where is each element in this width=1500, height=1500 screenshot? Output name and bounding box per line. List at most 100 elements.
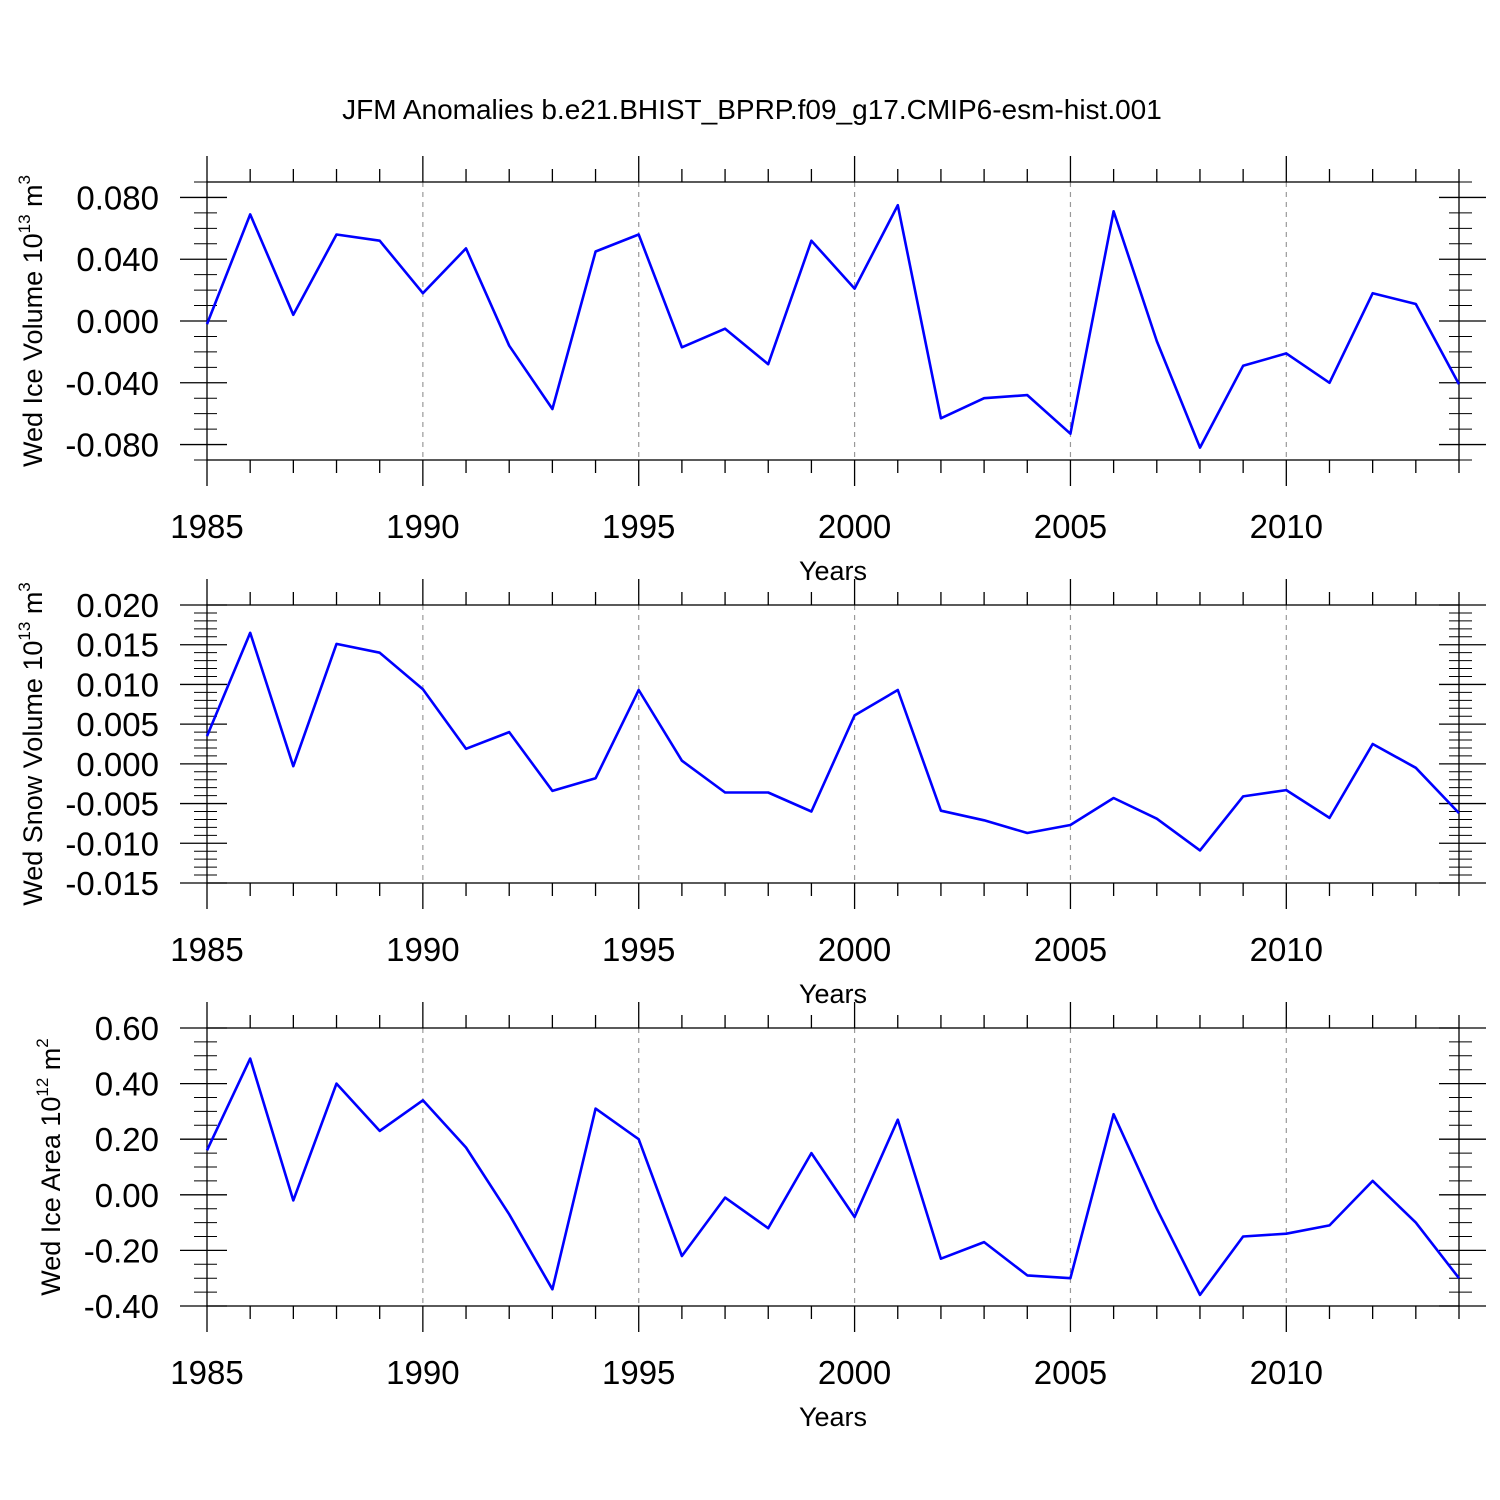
data-point <box>550 407 554 411</box>
data-point <box>1328 381 1332 385</box>
data-point <box>637 233 641 237</box>
data-point <box>896 203 900 207</box>
data-point <box>1025 393 1029 397</box>
data-point <box>1155 817 1159 821</box>
y-tick-label: 0.000 <box>76 746 159 783</box>
plot-frame <box>206 604 1460 884</box>
data-point <box>291 764 295 768</box>
data-point <box>939 1257 943 1261</box>
x-tick-label: 2010 <box>1250 508 1323 545</box>
data-point <box>982 1240 986 1244</box>
data-point <box>550 1287 554 1291</box>
data-point <box>1025 831 1029 835</box>
data-point <box>1328 1223 1332 1227</box>
y-tick-label: 0.080 <box>76 179 159 216</box>
x-tick-label: 1990 <box>386 508 459 545</box>
data-point <box>1414 766 1418 770</box>
x-tick-label: 1995 <box>602 508 675 545</box>
data-point <box>1371 1179 1375 1183</box>
data-point <box>335 1082 339 1086</box>
data-point <box>982 396 986 400</box>
x-tick-label: 2010 <box>1250 931 1323 968</box>
data-point <box>1241 794 1245 798</box>
data-point <box>335 233 339 237</box>
panel-3: 1985 1990 1995 2000 2005 2010 0.60 0.40 0.20 0.00… <box>33 1002 1486 1432</box>
y-tick-label: 0.20 <box>95 1121 159 1158</box>
data-point <box>1371 742 1375 746</box>
y-tick-label: -0.010 <box>65 825 159 862</box>
data-point <box>1155 339 1159 343</box>
y-axis-title-exponent: 13 <box>15 214 34 233</box>
data-point <box>1068 1276 1072 1280</box>
data-point <box>205 1148 209 1152</box>
x-tick-label: 1995 <box>602 931 675 968</box>
y-axis-title-exponent: 3 <box>15 582 34 591</box>
data-point <box>1371 291 1375 295</box>
series-line <box>205 203 1461 449</box>
x-tick-label: 2010 <box>1250 1354 1323 1391</box>
data-point <box>1284 351 1288 355</box>
y-tick-label: 0.005 <box>76 706 159 743</box>
panel-2: 1985 1990 1995 2000 2005 20100.0200.0150.0100… <box>15 579 1486 1009</box>
x-tick-label: 2000 <box>818 508 891 545</box>
data-point <box>1457 382 1461 386</box>
data-point <box>507 1212 511 1216</box>
data-point <box>378 239 382 243</box>
y-tick-label: 0.010 <box>76 666 159 703</box>
x-axis-title: Years <box>799 979 867 1009</box>
data-point <box>291 313 295 317</box>
panels: 1985 1990 1995 2000 2005 20100.0800.0400.000-… <box>15 156 1486 1432</box>
series-line <box>205 1057 1461 1297</box>
y-tick-label: 0.60 <box>95 1010 159 1047</box>
data-point <box>594 1107 598 1111</box>
plot-frame <box>206 1027 1460 1307</box>
y-axis-title-part: m <box>36 1048 66 1078</box>
data-point <box>594 250 598 254</box>
data-point <box>637 688 641 692</box>
data-point <box>421 687 425 691</box>
x-axis-title: Years <box>799 1402 867 1432</box>
y-tick-label: -0.20 <box>84 1232 159 1269</box>
data-point <box>550 789 554 793</box>
data-point <box>809 1151 813 1155</box>
data-point <box>205 322 209 326</box>
y-axis-title-part: Wed Ice Volume 10 <box>18 233 48 467</box>
data-point <box>939 416 943 420</box>
data-point <box>421 291 425 295</box>
data-point <box>853 713 857 717</box>
data-point <box>464 1146 468 1150</box>
data-point <box>291 1198 295 1202</box>
y-tick-label: -0.040 <box>65 365 159 402</box>
data-point <box>248 631 252 635</box>
data-point <box>1284 1232 1288 1236</box>
x-tick-label: 1985 <box>170 931 243 968</box>
x-tick-label: 2005 <box>1034 1354 1107 1391</box>
data-point <box>939 809 943 813</box>
data-point <box>1198 446 1202 450</box>
data-point <box>507 344 511 348</box>
data-point <box>1068 823 1072 827</box>
data-point <box>1241 364 1245 368</box>
data-point <box>1112 209 1116 213</box>
y-axis-title-part: Wed Snow Volume 10 <box>18 641 48 906</box>
y-tick-label: 0.000 <box>76 303 159 340</box>
data-point <box>248 1057 252 1061</box>
y-axis-title-exponent: 2 <box>33 1038 52 1047</box>
x-tick-label: 1990 <box>386 931 459 968</box>
x-tick-label: 1985 <box>170 508 243 545</box>
data-point <box>378 1129 382 1133</box>
series-line <box>205 631 1460 852</box>
x-tick-label: 2000 <box>818 931 891 968</box>
data-point <box>1112 1112 1116 1116</box>
x-tick-label: 1985 <box>170 1354 243 1391</box>
figure-title: JFM Anomalies b.e21.BHIST_BPRP.f09_g17.C… <box>342 94 1162 125</box>
x-tick-label: 1995 <box>602 1354 675 1391</box>
data-point <box>1457 811 1461 815</box>
y-axis-title-part: Wed Ice Area 10 <box>36 1097 66 1296</box>
data-point <box>680 759 684 763</box>
data-point <box>723 791 727 795</box>
data-point <box>1457 1276 1461 1280</box>
y-tick-label: -0.080 <box>65 427 159 464</box>
data-point <box>421 1098 425 1102</box>
data-point <box>809 239 813 243</box>
